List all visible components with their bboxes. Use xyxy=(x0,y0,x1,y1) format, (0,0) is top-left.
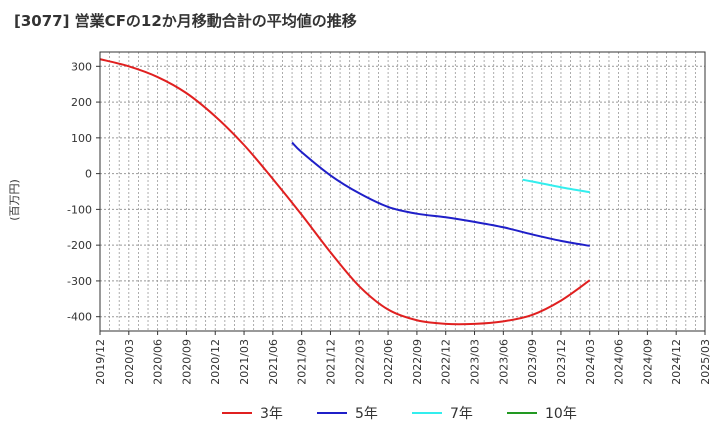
y-axis-title: (百万円) xyxy=(8,179,21,221)
y-tick-label: 100 xyxy=(71,132,92,145)
x-tick-label: 2023/12 xyxy=(555,339,568,385)
y-tick-label: 300 xyxy=(71,60,92,73)
x-tick-label: 2019/12 xyxy=(94,339,107,385)
x-tick-label: 2021/12 xyxy=(324,339,337,385)
x-tick-label: 2021/03 xyxy=(238,339,251,385)
y-tick-label: -300 xyxy=(67,275,92,288)
x-tick-label: 2021/06 xyxy=(267,339,280,385)
plot-frame xyxy=(99,51,706,332)
y-axis-ticks: 300 200 100 0 -100 -200 -300 -400 xyxy=(67,60,100,324)
x-tick-label: 2020/06 xyxy=(152,339,165,385)
x-tick-label: 2022/12 xyxy=(440,339,453,385)
series-line-0 xyxy=(99,58,591,326)
x-tick-label: 2025/03 xyxy=(699,339,712,385)
x-tick-label: 2024/09 xyxy=(641,339,654,385)
chart-title: [3077] 営業CFの12か月移動合計の平均値の推移 xyxy=(14,12,357,30)
series-line-2 xyxy=(522,178,590,194)
y-tick-label: -100 xyxy=(67,203,92,216)
y-tick-label: -400 xyxy=(67,311,92,324)
legend-label: 3年 xyxy=(260,406,283,422)
x-tick-label: 2023/09 xyxy=(526,339,539,385)
x-tick-label: 2020/12 xyxy=(209,339,222,385)
legend: 3年 5年 7年 10年 xyxy=(222,406,577,422)
legend-label: 7年 xyxy=(450,406,473,422)
legend-label: 5年 xyxy=(355,406,378,422)
x-tick-label: 2022/06 xyxy=(382,339,395,385)
y-tick-label: 0 xyxy=(85,168,92,181)
x-tick-label: 2021/09 xyxy=(296,339,309,385)
x-tick-label: 2024/06 xyxy=(613,339,626,385)
x-tick-label: 2022/09 xyxy=(411,339,424,385)
y-tick-label: -200 xyxy=(67,239,92,252)
x-tick-label: 2023/06 xyxy=(497,339,510,385)
x-axis-ticks: 2019/12 2020/03 2020/06 2020/09 2020/12 2021/… xyxy=(94,331,712,385)
x-tick-label: 2023/03 xyxy=(469,339,482,385)
x-tick-label: 2024/12 xyxy=(670,339,683,385)
series-lines xyxy=(99,58,591,326)
x-tick-label: 2022/03 xyxy=(353,339,366,385)
grid-lines xyxy=(100,52,705,331)
series-line-1 xyxy=(291,141,590,247)
y-tick-label: 200 xyxy=(71,96,92,109)
x-tick-label: 2020/03 xyxy=(123,339,136,385)
x-tick-label: 2024/03 xyxy=(584,339,597,385)
legend-label: 10年 xyxy=(545,406,577,422)
x-tick-label: 2020/09 xyxy=(180,339,193,385)
